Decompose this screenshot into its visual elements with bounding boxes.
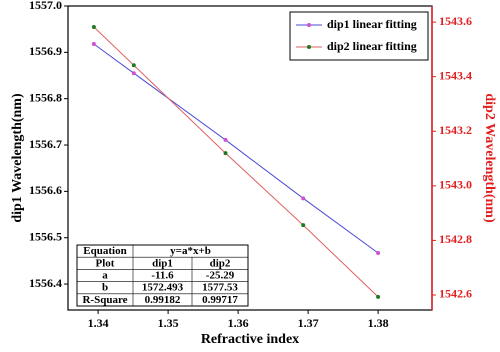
x-tick-label: 1.34 xyxy=(88,316,109,330)
y-tick-label: 1556.9 xyxy=(29,44,62,58)
data-point xyxy=(376,294,381,299)
x-tick-label: 1.36 xyxy=(228,316,249,330)
table-cell: dip2 xyxy=(210,257,231,269)
table-cell: 1572.493 xyxy=(142,282,184,294)
y2-tick-label: 1542.6 xyxy=(439,287,472,301)
data-point xyxy=(376,251,381,255)
legend-marker xyxy=(307,45,311,49)
x-tick-label: 1.37 xyxy=(298,316,319,330)
y2-axis-title: dip2 Wavelength(nm) xyxy=(482,93,497,223)
y-tick-label: 1556.8 xyxy=(29,90,62,104)
legend-marker xyxy=(307,23,311,27)
data-point xyxy=(131,63,136,68)
table-cell: Equation xyxy=(83,245,126,257)
data-point xyxy=(301,223,306,228)
data-point xyxy=(91,25,96,30)
y2-tick-label: 1543.6 xyxy=(439,14,472,28)
data-point xyxy=(223,151,228,156)
table-cell: 0.99182 xyxy=(145,294,181,306)
y2-tick-label: 1542.8 xyxy=(439,232,472,246)
series-line xyxy=(93,43,379,254)
x-tick-label: 1.38 xyxy=(368,316,389,330)
data-point xyxy=(301,196,306,201)
table-cell: a xyxy=(102,270,108,282)
x-axis-title: Refractive index xyxy=(201,332,299,347)
y-tick-label: 1556.4 xyxy=(29,276,62,290)
table-cell: 1577.53 xyxy=(202,282,238,294)
stats-table: Equation y=a*x+b Plot dip1 dip2 a -11.6 -25.29 b… xyxy=(76,244,249,307)
table-cell: y=a*x+b xyxy=(170,245,211,257)
table-cell: Plot xyxy=(96,257,115,269)
y2-tick-label: 1543.4 xyxy=(439,68,472,82)
legend: dip1 linear fitting dip2 linear fitting xyxy=(289,11,429,61)
y-tick-label: 1556.5 xyxy=(29,229,62,243)
legend-label: dip1 linear fitting xyxy=(327,17,417,31)
table-cell: R-Square xyxy=(82,294,127,306)
y2-tick-label: 1543.0 xyxy=(439,178,472,192)
data-point xyxy=(131,71,136,76)
y-tick-label: 1557.0 xyxy=(29,0,62,12)
data-point xyxy=(223,137,228,142)
y-tick-label: 1556.7 xyxy=(29,137,62,151)
table-cell: b xyxy=(102,282,108,294)
legend-box xyxy=(289,11,429,61)
y-axis-title: dip1 Wavelength(nm) xyxy=(10,93,25,223)
table-cell: 0.99717 xyxy=(202,294,238,306)
y-tick-label: 1556.6 xyxy=(29,183,62,197)
y2-tick-label: 1543.2 xyxy=(439,123,472,137)
x-tick-label: 1.35 xyxy=(158,316,179,330)
table-cell: dip1 xyxy=(152,257,173,269)
table-cell: -25.29 xyxy=(206,270,235,282)
data-point xyxy=(91,42,96,46)
legend-label: dip2 linear fitting xyxy=(327,39,417,53)
table-box xyxy=(76,244,249,307)
table-cell: -11.6 xyxy=(151,270,174,282)
